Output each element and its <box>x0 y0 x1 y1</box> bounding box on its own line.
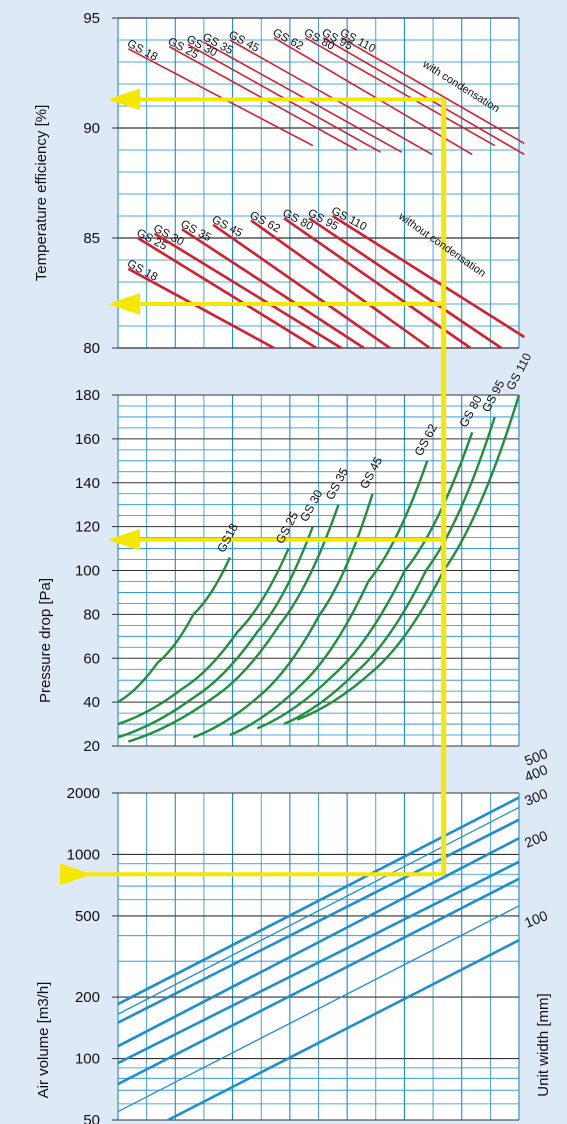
y-tick-label: 160 <box>75 431 100 448</box>
unit-width-axis-title: Unit width [mm] <box>535 993 552 1096</box>
y-tick-label: 100 <box>75 1051 100 1068</box>
volume-axis-title: Air volume [m3/h] <box>35 982 52 1099</box>
air-volume-arrow <box>60 863 92 885</box>
unit-width-label: 300 <box>522 785 550 809</box>
y-tick-label: 200 <box>75 989 100 1006</box>
y-tick-label: 80 <box>83 340 100 357</box>
y-tick-label: 50 <box>83 1112 100 1124</box>
y-tick-label: 2000 <box>67 785 100 802</box>
y-tick-label: 180 <box>75 387 100 404</box>
y-tick-label: 85 <box>83 230 100 247</box>
unit-width-label: 100 <box>522 907 550 931</box>
y-tick-label: 1000 <box>67 846 100 863</box>
y-tick-label: 140 <box>75 475 100 492</box>
y-tick-label: 80 <box>83 606 100 623</box>
y-tick-label: 40 <box>83 694 100 711</box>
y-tick-label: 100 <box>75 563 100 580</box>
y-tick-label: 95 <box>83 10 100 27</box>
y-tick-label: 120 <box>75 519 100 536</box>
y-tick-label: 90 <box>83 120 100 137</box>
pressure-curve-label: GS 110 <box>503 350 534 392</box>
y-tick-label: 20 <box>83 738 100 755</box>
efficiency-axis-title: Temperature efficiency [%] <box>33 105 50 281</box>
pressure-axis-title: Pressure drop [Pa] <box>37 578 54 703</box>
y-tick-label: 60 <box>83 650 100 667</box>
unit-width-label: 200 <box>522 827 550 851</box>
y-tick-label: 500 <box>75 908 100 925</box>
